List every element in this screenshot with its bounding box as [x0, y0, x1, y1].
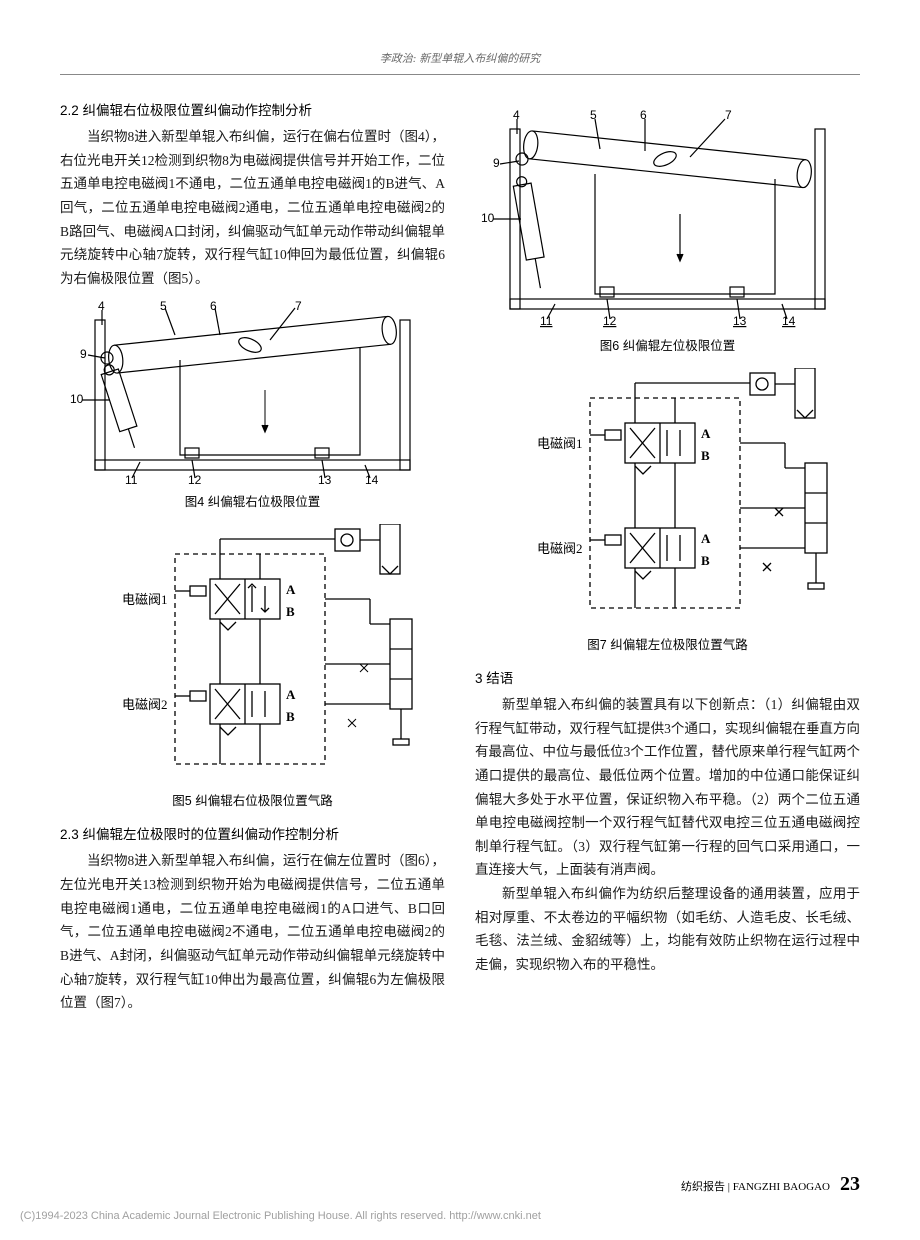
fig4-lbl-4: 4	[98, 300, 105, 313]
two-column-layout: 2.2 纠偏辊右位极限位置纠偏动作控制分析 当织物8进入新型单辊入布纠偏，运行在…	[60, 99, 860, 1015]
fig6-diagram: 4 5 6 7 9 10 11 12 13 14	[475, 109, 860, 329]
fig4-lbl-5: 5	[160, 300, 167, 313]
fig6-lbl-12: 12	[603, 314, 617, 328]
fig7-caption: 图7 纠偏辊左位极限位置气路	[475, 634, 860, 653]
fig5-diagram: 电磁阀1 电磁阀2 A B A B	[60, 524, 445, 784]
fig4-lbl-13: 13	[318, 473, 332, 485]
section-2-2-title: 2.2 纠偏辊右位极限位置纠偏动作控制分析	[60, 99, 445, 119]
fig6-lbl-6: 6	[640, 109, 647, 122]
fig4-diagram: 4 5 6 7 9 10 11 12 13 14	[60, 300, 445, 485]
section-2-2-text: 当织物8进入新型单辊入布纠偏，运行在偏右位置时（图4），右位光电开关12检测到织…	[60, 125, 445, 290]
fig7-valve2-label: 电磁阀2	[537, 541, 583, 556]
section-2-3-text: 当织物8进入新型单辊入布纠偏，运行在偏左位置时（图6），左位光电开关13检测到织…	[60, 849, 445, 1014]
fig6-lbl-7: 7	[725, 109, 732, 122]
fig5-valve1-label: 电磁阀1	[122, 592, 168, 607]
fig4-lbl-14: 14	[365, 473, 379, 485]
fig6-lbl-11: 11	[540, 314, 553, 328]
fig4-lbl-10: 10	[70, 392, 84, 406]
figure-4: 4 5 6 7 9 10 11 12 13 14	[60, 300, 445, 485]
section-3-p2: 新型单辊入布纠偏作为纺织后整理设备的通用装置，应用于相对厚重、不太卷边的平幅织物…	[475, 882, 860, 977]
fig6-lbl-4: 4	[513, 109, 520, 122]
fig6-lbl-14: 14	[782, 314, 796, 328]
fig5-caption: 图5 纠偏辊右位极限位置气路	[60, 790, 445, 809]
fig5-port-a2: A	[286, 687, 296, 702]
copyright-notice: (C)1994-2023 China Academic Journal Elec…	[20, 1210, 541, 1222]
fig4-lbl-9: 9	[80, 347, 87, 361]
fig4-lbl-12: 12	[188, 473, 202, 485]
page-footer: 纺织报告 | FANGZHI BAOGAO 23	[681, 1173, 860, 1196]
figure-7: 电磁阀1 电磁阀2 A B A B	[475, 368, 860, 628]
section-2-3-title: 2.3 纠偏辊左位极限时的位置纠偏动作控制分析	[60, 823, 445, 843]
section-3-p1: 新型单辊入布纠偏的装置具有以下创新点：（1）纠偏辊由双行程气缸带动，双行程气缸提…	[475, 693, 860, 882]
page-number: 23	[840, 1173, 860, 1196]
fig7-port-b2: B	[701, 553, 710, 568]
fig4-lbl-11: 11	[125, 473, 138, 485]
header-divider	[60, 74, 860, 75]
right-column: 4 5 6 7 9 10 11 12 13 14 图6 纠偏辊左位极限位置	[475, 99, 860, 1015]
fig5-port-b1: B	[286, 604, 295, 619]
running-header: 李政治: 新型单辊入布纠偏的研究	[60, 50, 860, 66]
section-3-title: 3 结语	[475, 667, 860, 687]
left-column: 2.2 纠偏辊右位极限位置纠偏动作控制分析 当织物8进入新型单辊入布纠偏，运行在…	[60, 99, 445, 1015]
fig6-lbl-10: 10	[481, 211, 495, 225]
fig7-port-b1: B	[701, 448, 710, 463]
fig4-caption: 图4 纠偏辊右位极限位置	[60, 491, 445, 510]
fig6-lbl-5: 5	[590, 109, 597, 122]
fig5-port-b2: B	[286, 709, 295, 724]
figure-5: 电磁阀1 电磁阀2 A B A B	[60, 524, 445, 784]
fig6-caption: 图6 纠偏辊左位极限位置	[475, 335, 860, 354]
fig7-port-a2: A	[701, 531, 711, 546]
fig5-valve2-label: 电磁阀2	[122, 697, 168, 712]
fig7-valve1-label: 电磁阀1	[537, 436, 583, 451]
fig4-lbl-6: 6	[210, 300, 217, 313]
fig5-port-a1: A	[286, 582, 296, 597]
fig4-lbl-7: 7	[295, 300, 302, 313]
fig6-lbl-9: 9	[493, 156, 500, 170]
fig6-lbl-13: 13	[733, 314, 747, 328]
journal-name: 纺织报告 | FANGZHI BAOGAO	[681, 1178, 830, 1194]
figure-6: 4 5 6 7 9 10 11 12 13 14	[475, 109, 860, 329]
fig7-diagram: 电磁阀1 电磁阀2 A B A B	[475, 368, 860, 628]
fig7-port-a1: A	[701, 426, 711, 441]
